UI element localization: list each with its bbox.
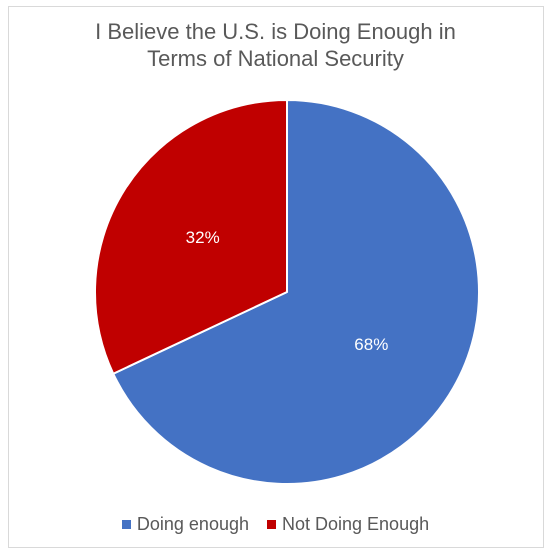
chart-legend: Doing enough Not Doing Enough: [0, 514, 551, 535]
legend-item-not-doing-enough: Not Doing Enough: [267, 514, 429, 535]
data-label-not-doing-enough: 32%: [186, 228, 220, 247]
data-label-doing-enough: 68%: [354, 335, 388, 354]
chart-title-line-1: I Believe the U.S. is Doing Enough in: [95, 19, 456, 44]
legend-swatch-doing-enough: [121, 520, 131, 529]
pie-slice-not-doing-enough: [94, 99, 288, 375]
legend-label-doing-enough: Doing enough: [136, 514, 249, 534]
pie-slice-doing-enough: [112, 99, 480, 485]
chart-title-line-2: Terms of National Security: [147, 46, 404, 71]
legend-swatch-not-doing-enough: [267, 520, 276, 529]
legend-item-doing-enough: Doing enough: [121, 514, 249, 535]
chart-title: I Believe the U.S. is Doing Enough in Te…: [0, 18, 551, 72]
legend-label-not-doing-enough: Not Doing Enough: [282, 514, 430, 534]
